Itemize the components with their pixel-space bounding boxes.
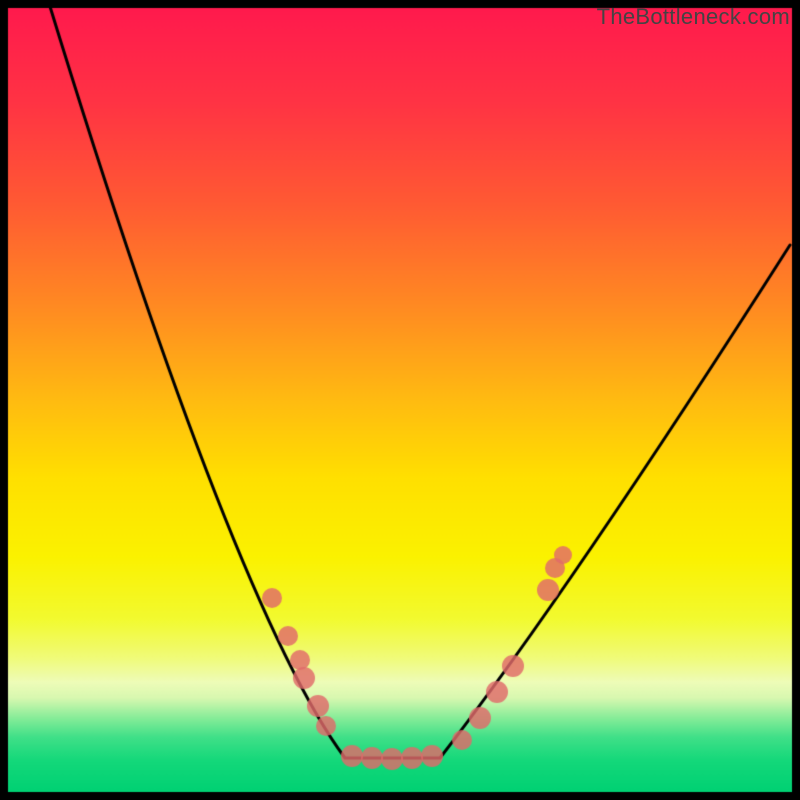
- bottleneck-chart-canvas: [0, 0, 800, 800]
- chart-stage: TheBottleneck.com: [0, 0, 800, 800]
